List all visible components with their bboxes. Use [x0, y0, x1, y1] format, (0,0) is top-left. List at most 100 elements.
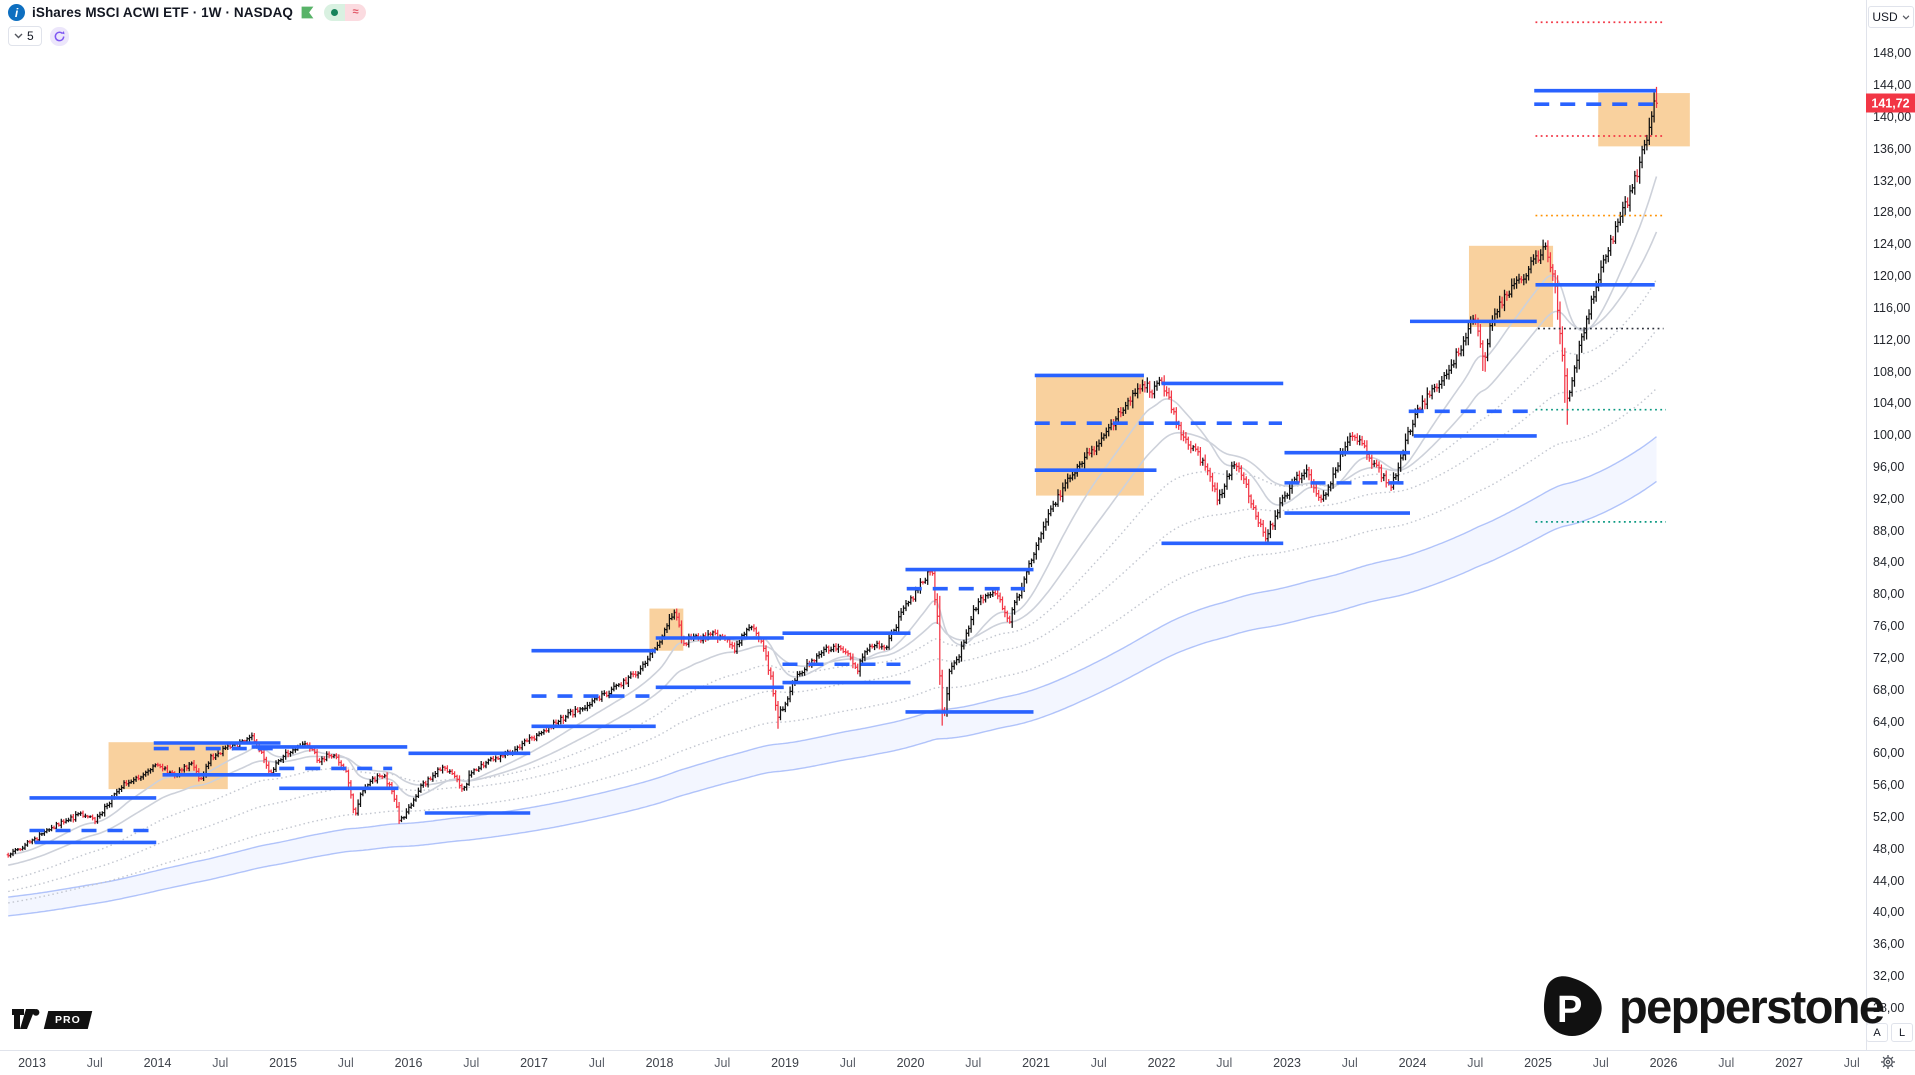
price-tick-label: 60,00 [1873, 746, 1905, 761]
time-tick-label: Jul [1843, 1056, 1860, 1070]
ma-band-fill [8, 436, 1657, 916]
time-tick-label: 2024 [1398, 1056, 1427, 1070]
price-tick-label: 112,00 [1873, 332, 1911, 347]
time-tick-label: 2015 [269, 1056, 297, 1070]
supply-demand-zone[interactable] [1598, 93, 1690, 147]
tradingview-watermark[interactable]: PRO [12, 1009, 93, 1030]
delayed-data-icon: ≈ [352, 6, 359, 18]
chevron-down-icon [14, 33, 23, 39]
time-tick-label: Jul [588, 1056, 605, 1070]
pro-badge-label: PRO [55, 1013, 81, 1026]
price-tick-label: 88,00 [1873, 523, 1905, 538]
ma-band-lower-line [8, 480, 1657, 917]
price-tick-label: 108,00 [1873, 364, 1912, 379]
symbol-title[interactable]: iShares MSCI ACWI ETF · 1W · NASDAQ [32, 5, 294, 20]
ma-dotted-line [8, 387, 1657, 904]
price-tick-label: 104,00 [1873, 396, 1912, 411]
pepperstone-logo-icon: P [1543, 976, 1602, 1036]
pepperstone-watermark: P pepperstone [1537, 975, 1885, 1039]
price-tick-label: 44,00 [1873, 873, 1905, 888]
time-tick-label: Jul [212, 1056, 229, 1070]
object-count-label: 5 [27, 29, 34, 43]
time-tick-label: 2022 [1147, 1056, 1176, 1070]
time-tick-label: Jul [1341, 1056, 1358, 1070]
time-tick-label: 2017 [520, 1056, 548, 1070]
auto-scale-label: A [1873, 1026, 1881, 1039]
price-tick-label: 128,00 [1873, 205, 1912, 220]
time-axis-border [0, 1050, 1915, 1051]
ma-dotted-line [8, 329, 1658, 893]
time-tick-label: 2018 [645, 1056, 674, 1070]
price-tick-label: 124,00 [1873, 237, 1912, 252]
price-tick-label: 144,00 [1873, 78, 1912, 93]
ishares-logo-icon: i [8, 4, 25, 21]
ma-band-upper-line [8, 436, 1657, 898]
time-tick-label: Jul [1592, 1056, 1609, 1070]
time-tick-label: Jul [1467, 1056, 1484, 1070]
time-tick-label: 2027 [1775, 1056, 1803, 1070]
currency-selector[interactable]: USD [1868, 6, 1914, 28]
pepperstone-wordmark: pepperstone [1619, 980, 1885, 1033]
price-tick-label: 100,00 [1873, 428, 1912, 443]
last-price-badge: 141,72 [1866, 93, 1915, 113]
time-tick-label: Jul [965, 1056, 982, 1070]
price-tick-label: 92,00 [1873, 491, 1905, 506]
svg-text:P: P [1557, 989, 1582, 1031]
price-tick-label: 136,00 [1873, 141, 1912, 156]
time-tick-label: 2014 [143, 1056, 172, 1070]
time-tick-label: Jul [839, 1056, 856, 1070]
price-tick-label: 56,00 [1873, 778, 1905, 793]
time-tick-label: 2023 [1273, 1056, 1301, 1070]
time-tick-label: Jul [1090, 1056, 1107, 1070]
log-scale-label: L [1898, 1026, 1906, 1039]
price-tick-label: 40,00 [1873, 905, 1905, 920]
currency-label: USD [1872, 10, 1898, 24]
auto-scale-button[interactable]: A [1866, 1023, 1888, 1042]
price-tick-label: 36,00 [1873, 937, 1905, 952]
price-tick-label: 72,00 [1873, 650, 1905, 665]
price-tick-label: 64,00 [1873, 714, 1905, 729]
price-tick-label: 148,00 [1873, 46, 1912, 61]
supply-demand-zone[interactable] [1036, 375, 1144, 496]
chevron-down-icon [1902, 14, 1910, 20]
price-tick-label: 80,00 [1873, 587, 1905, 602]
market-flag-icon [301, 6, 314, 19]
tradingview-logo-icon [12, 1009, 40, 1029]
price-tick-label: 68,00 [1873, 682, 1905, 697]
price-tick-label: 132,00 [1873, 173, 1912, 188]
price-tick-label: 84,00 [1873, 555, 1905, 570]
time-tick-label: Jul [714, 1056, 731, 1070]
gear-icon [1881, 1055, 1895, 1069]
time-tick-label: 2026 [1649, 1056, 1678, 1070]
price-tick-label: 32,00 [1873, 969, 1905, 984]
price-axis-border [1866, 0, 1867, 1050]
time-tick-label: 2013 [18, 1056, 46, 1070]
price-tick-label: 48,00 [1873, 841, 1905, 856]
time-tick-label: 2020 [896, 1056, 925, 1070]
time-tick-label: 2019 [771, 1056, 799, 1070]
time-tick-label: Jul [1216, 1056, 1233, 1070]
price-tick-label: 116,00 [1873, 300, 1911, 315]
market-status-pill[interactable]: ≈ [324, 4, 367, 21]
price-tick-label: 28,00 [1873, 1000, 1905, 1015]
price-tick-label: 120,00 [1873, 269, 1912, 284]
time-tick-label: Jul [463, 1056, 480, 1070]
time-tick-label: 2016 [394, 1056, 423, 1070]
time-tick-label: 2021 [1022, 1056, 1050, 1070]
pro-badge: PRO [43, 1010, 93, 1029]
price-tick-label: 96,00 [1873, 459, 1905, 474]
time-tick-label: Jul [86, 1056, 103, 1070]
price-tick-label: 76,00 [1873, 619, 1905, 634]
sync-arrows-icon [54, 30, 65, 41]
sync-drawing-button[interactable] [49, 26, 69, 46]
up-bars [9, 91, 1656, 858]
time-tick-label: Jul [1718, 1056, 1735, 1070]
time-tick-label: Jul [337, 1056, 354, 1070]
price-tick-label: 52,00 [1873, 809, 1905, 824]
market-open-dot-icon [331, 9, 339, 16]
timezone-settings-button[interactable] [1880, 1054, 1896, 1070]
log-scale-button[interactable]: L [1891, 1023, 1913, 1042]
object-tree-count-button[interactable]: 5 [8, 26, 42, 46]
